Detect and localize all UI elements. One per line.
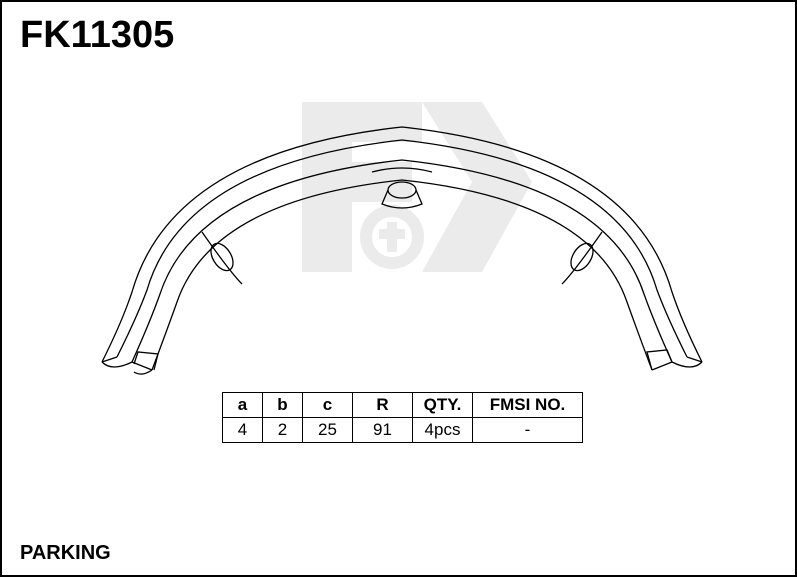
col-fmsi: FMSI NO. xyxy=(473,393,583,418)
part-number: FK11305 xyxy=(20,14,174,57)
col-c: c xyxy=(303,393,353,418)
col-r: R xyxy=(353,393,413,418)
col-b: b xyxy=(263,393,303,418)
cell-c: 25 xyxy=(303,418,353,443)
spec-table-header-row: a b c R QTY. FMSI NO. xyxy=(223,393,583,418)
cell-fmsi: - xyxy=(473,418,583,443)
col-qty: QTY. xyxy=(413,393,473,418)
spec-table-row: 4 2 25 91 4pcs - xyxy=(223,418,583,443)
cell-r: 91 xyxy=(353,418,413,443)
diagram-frame: FK11305 xyxy=(0,0,797,577)
cell-a: 4 xyxy=(223,418,263,443)
footer-label: PARKING xyxy=(20,542,111,565)
spec-table: a b c R QTY. FMSI NO. 4 2 25 91 4pcs - xyxy=(222,392,583,443)
cell-qty: 4pcs xyxy=(413,418,473,443)
col-a: a xyxy=(223,393,263,418)
brake-shoe-drawing xyxy=(62,72,742,392)
cell-b: 2 xyxy=(263,418,303,443)
